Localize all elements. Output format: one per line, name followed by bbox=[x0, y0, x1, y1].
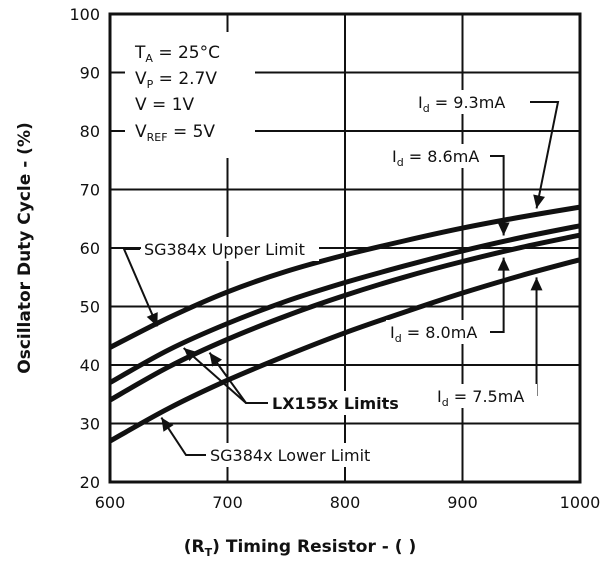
x-axis-title: (RT) Timing Resistor - ( ) bbox=[184, 537, 416, 559]
annotation-labels: Id = 9.3mA Id = 8.6mA Id = 8.0mA Id = 7.… bbox=[386, 90, 537, 409]
curve-labels: SG384x Upper Limit LX155x Limits SG384x … bbox=[141, 237, 400, 467]
annotation-leaders bbox=[122, 101, 560, 456]
x-tick-label: 700 bbox=[212, 493, 243, 512]
label-lower-limit: SG384x Lower Limit bbox=[210, 446, 370, 465]
leader-lx155-a-arrowhead bbox=[183, 347, 198, 362]
cond-vp: VP = 2.7V bbox=[135, 69, 217, 91]
y-tick-label: 40 bbox=[80, 356, 100, 375]
leader-id-9-3-arrowhead bbox=[533, 194, 545, 209]
leader-id-8-6 bbox=[490, 155, 505, 236]
cond-vref: VREF = 5V bbox=[135, 122, 215, 144]
label-upper-limit: SG384x Upper Limit bbox=[144, 240, 305, 259]
y-tick-label: 30 bbox=[80, 415, 100, 434]
label-id-9-3: Id = 9.3mA bbox=[418, 93, 505, 115]
y-tick-label: 90 bbox=[80, 64, 100, 83]
label-id-8-6: Id = 8.6mA bbox=[392, 147, 479, 169]
conditions-block: TA = 25°C VP = 2.7V V = 1V VREF = 5V bbox=[125, 32, 255, 158]
x-tick-label: 800 bbox=[330, 493, 361, 512]
series-line-3 bbox=[108, 232, 581, 403]
series-line-2 bbox=[108, 223, 581, 385]
leader-id-8-0-arrowhead bbox=[497, 257, 510, 271]
leader-id-9-3 bbox=[530, 101, 560, 209]
plot-frame bbox=[108, 12, 582, 484]
cond-v: V = 1V bbox=[135, 95, 195, 115]
y-tick-label: 50 bbox=[80, 298, 100, 317]
series-line-4 bbox=[108, 257, 581, 444]
label-lx155-limits: LX155x Limits bbox=[272, 394, 399, 413]
label-id-8-0: Id = 8.0mA bbox=[390, 323, 477, 345]
x-tick-label: 1000 bbox=[560, 493, 601, 512]
leader-id-7-5-arrowhead bbox=[530, 277, 543, 291]
y-tick-label: 80 bbox=[80, 122, 100, 141]
series-line-1 bbox=[108, 204, 581, 350]
y-tick-label: 60 bbox=[80, 239, 100, 258]
leader-upper-limit-arrowhead bbox=[146, 312, 158, 327]
x-tick-label: 900 bbox=[447, 493, 478, 512]
leader-id-8-6-arrowhead bbox=[497, 222, 510, 236]
y-tick-label: 70 bbox=[80, 181, 100, 200]
cond-ta: TA = 25°C bbox=[134, 43, 220, 65]
y-axis-title: Oscillator Duty Cycle - (%) bbox=[15, 122, 35, 374]
x-tick-label: 600 bbox=[95, 493, 126, 512]
y-tick-label: 100 bbox=[69, 5, 100, 24]
leader-id-8-0 bbox=[490, 257, 505, 333]
tick-labels: 20 30 40 50 60 70 80 90 100 600 700 800 900 1000 bbox=[69, 5, 600, 512]
leader-upper-limit bbox=[122, 248, 159, 327]
label-id-7-5: Id = 7.5mA bbox=[437, 387, 524, 409]
y-tick-label: 20 bbox=[80, 473, 100, 492]
leader-lx155-b-arrowhead bbox=[209, 352, 223, 367]
data-series bbox=[108, 204, 581, 444]
leader-lower-limit bbox=[160, 416, 206, 456]
leader-lx155-b bbox=[208, 352, 268, 404]
leader-lower-limit-arrowhead bbox=[161, 417, 174, 432]
